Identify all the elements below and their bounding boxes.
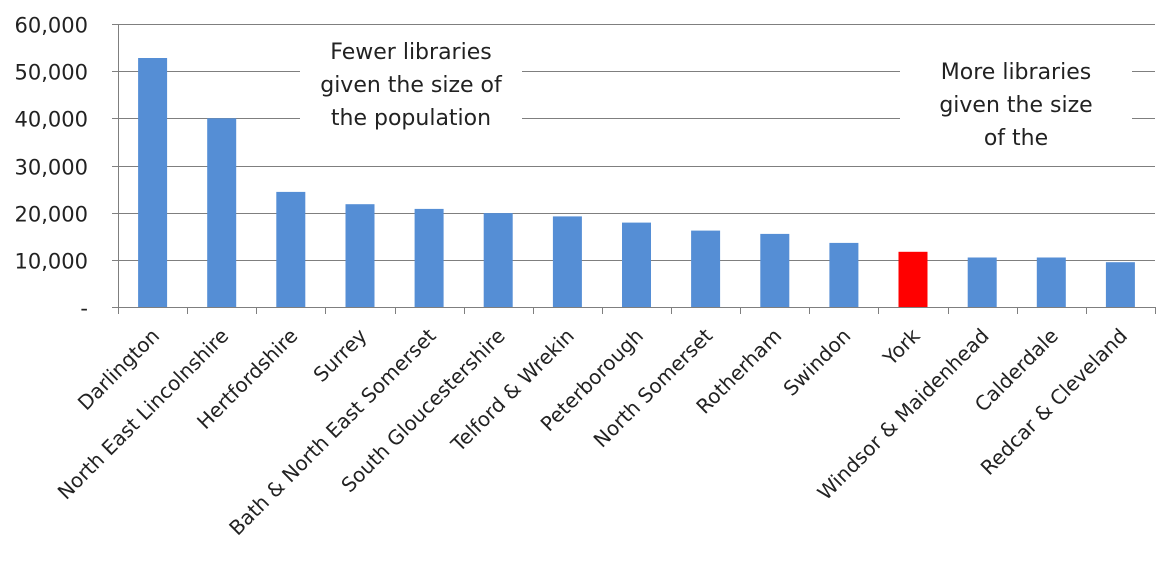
x-tick-label: Swindon [778, 324, 855, 401]
annotation-more-libraries: More libraries given the size of the [900, 56, 1132, 155]
annotation-left-line: given the size of [320, 73, 502, 98]
x-tick-label: North Somerset [589, 323, 718, 452]
y-tick-labels: - 10,000 20,000 30,000 40,000 50,000 60,000 [15, 14, 88, 321]
y-tick-label: 20,000 [15, 203, 88, 227]
bar-windsor-maidenhead [967, 257, 997, 307]
x-tick-label: Surrey [308, 323, 371, 386]
bar-surrey [345, 204, 375, 307]
annotation-left-line: the population [330, 106, 492, 131]
axes [112, 24, 1156, 314]
bar-redcar-cleveland [1105, 262, 1135, 307]
bar-darlington [138, 58, 168, 307]
bar-calderdale [1036, 257, 1066, 307]
x-tick-label: York [877, 323, 924, 370]
y-tick-label: - [80, 297, 88, 321]
y-tick-label: 30,000 [15, 156, 88, 180]
bar-north-somerset [691, 230, 721, 307]
annotation-left-line: Fewer libraries [330, 40, 492, 65]
annotation-fewer-libraries: Fewer libraries given the size of the po… [300, 36, 522, 135]
bar-telford-wrekin [552, 216, 582, 307]
y-tick-label: 60,000 [15, 14, 88, 38]
y-tick-label: 10,000 [15, 250, 88, 274]
y-tick-label: 50,000 [15, 61, 88, 85]
bar-peterborough [622, 222, 651, 307]
bar-hertfordshire [276, 191, 306, 307]
annotation-right-line: More libraries [940, 60, 1092, 85]
bar-north-east-lincolnshire [207, 118, 237, 307]
bar-york [898, 251, 928, 307]
bar-rotherham [760, 233, 790, 307]
annotation-right-line: given the size [939, 93, 1093, 118]
annotation-right-line: of the [983, 126, 1049, 151]
bars [138, 58, 1135, 307]
x-tick-label: Telford & Wrekin [446, 324, 579, 457]
bar-south-gloucestershire [483, 213, 513, 307]
bar-swindon [829, 242, 859, 307]
y-tick-label: 40,000 [15, 108, 88, 132]
bar-bath-north-east-somerset [414, 208, 444, 307]
